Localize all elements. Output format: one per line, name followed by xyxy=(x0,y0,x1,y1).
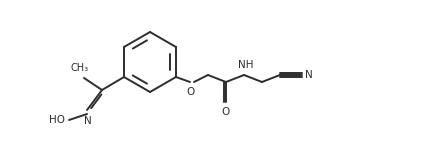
Text: NH: NH xyxy=(238,60,254,70)
Text: O: O xyxy=(187,87,195,97)
Text: N: N xyxy=(305,70,313,80)
Text: CH₃: CH₃ xyxy=(71,63,89,73)
Text: O: O xyxy=(222,107,230,117)
Text: N: N xyxy=(84,116,92,126)
Text: HO: HO xyxy=(49,115,65,125)
